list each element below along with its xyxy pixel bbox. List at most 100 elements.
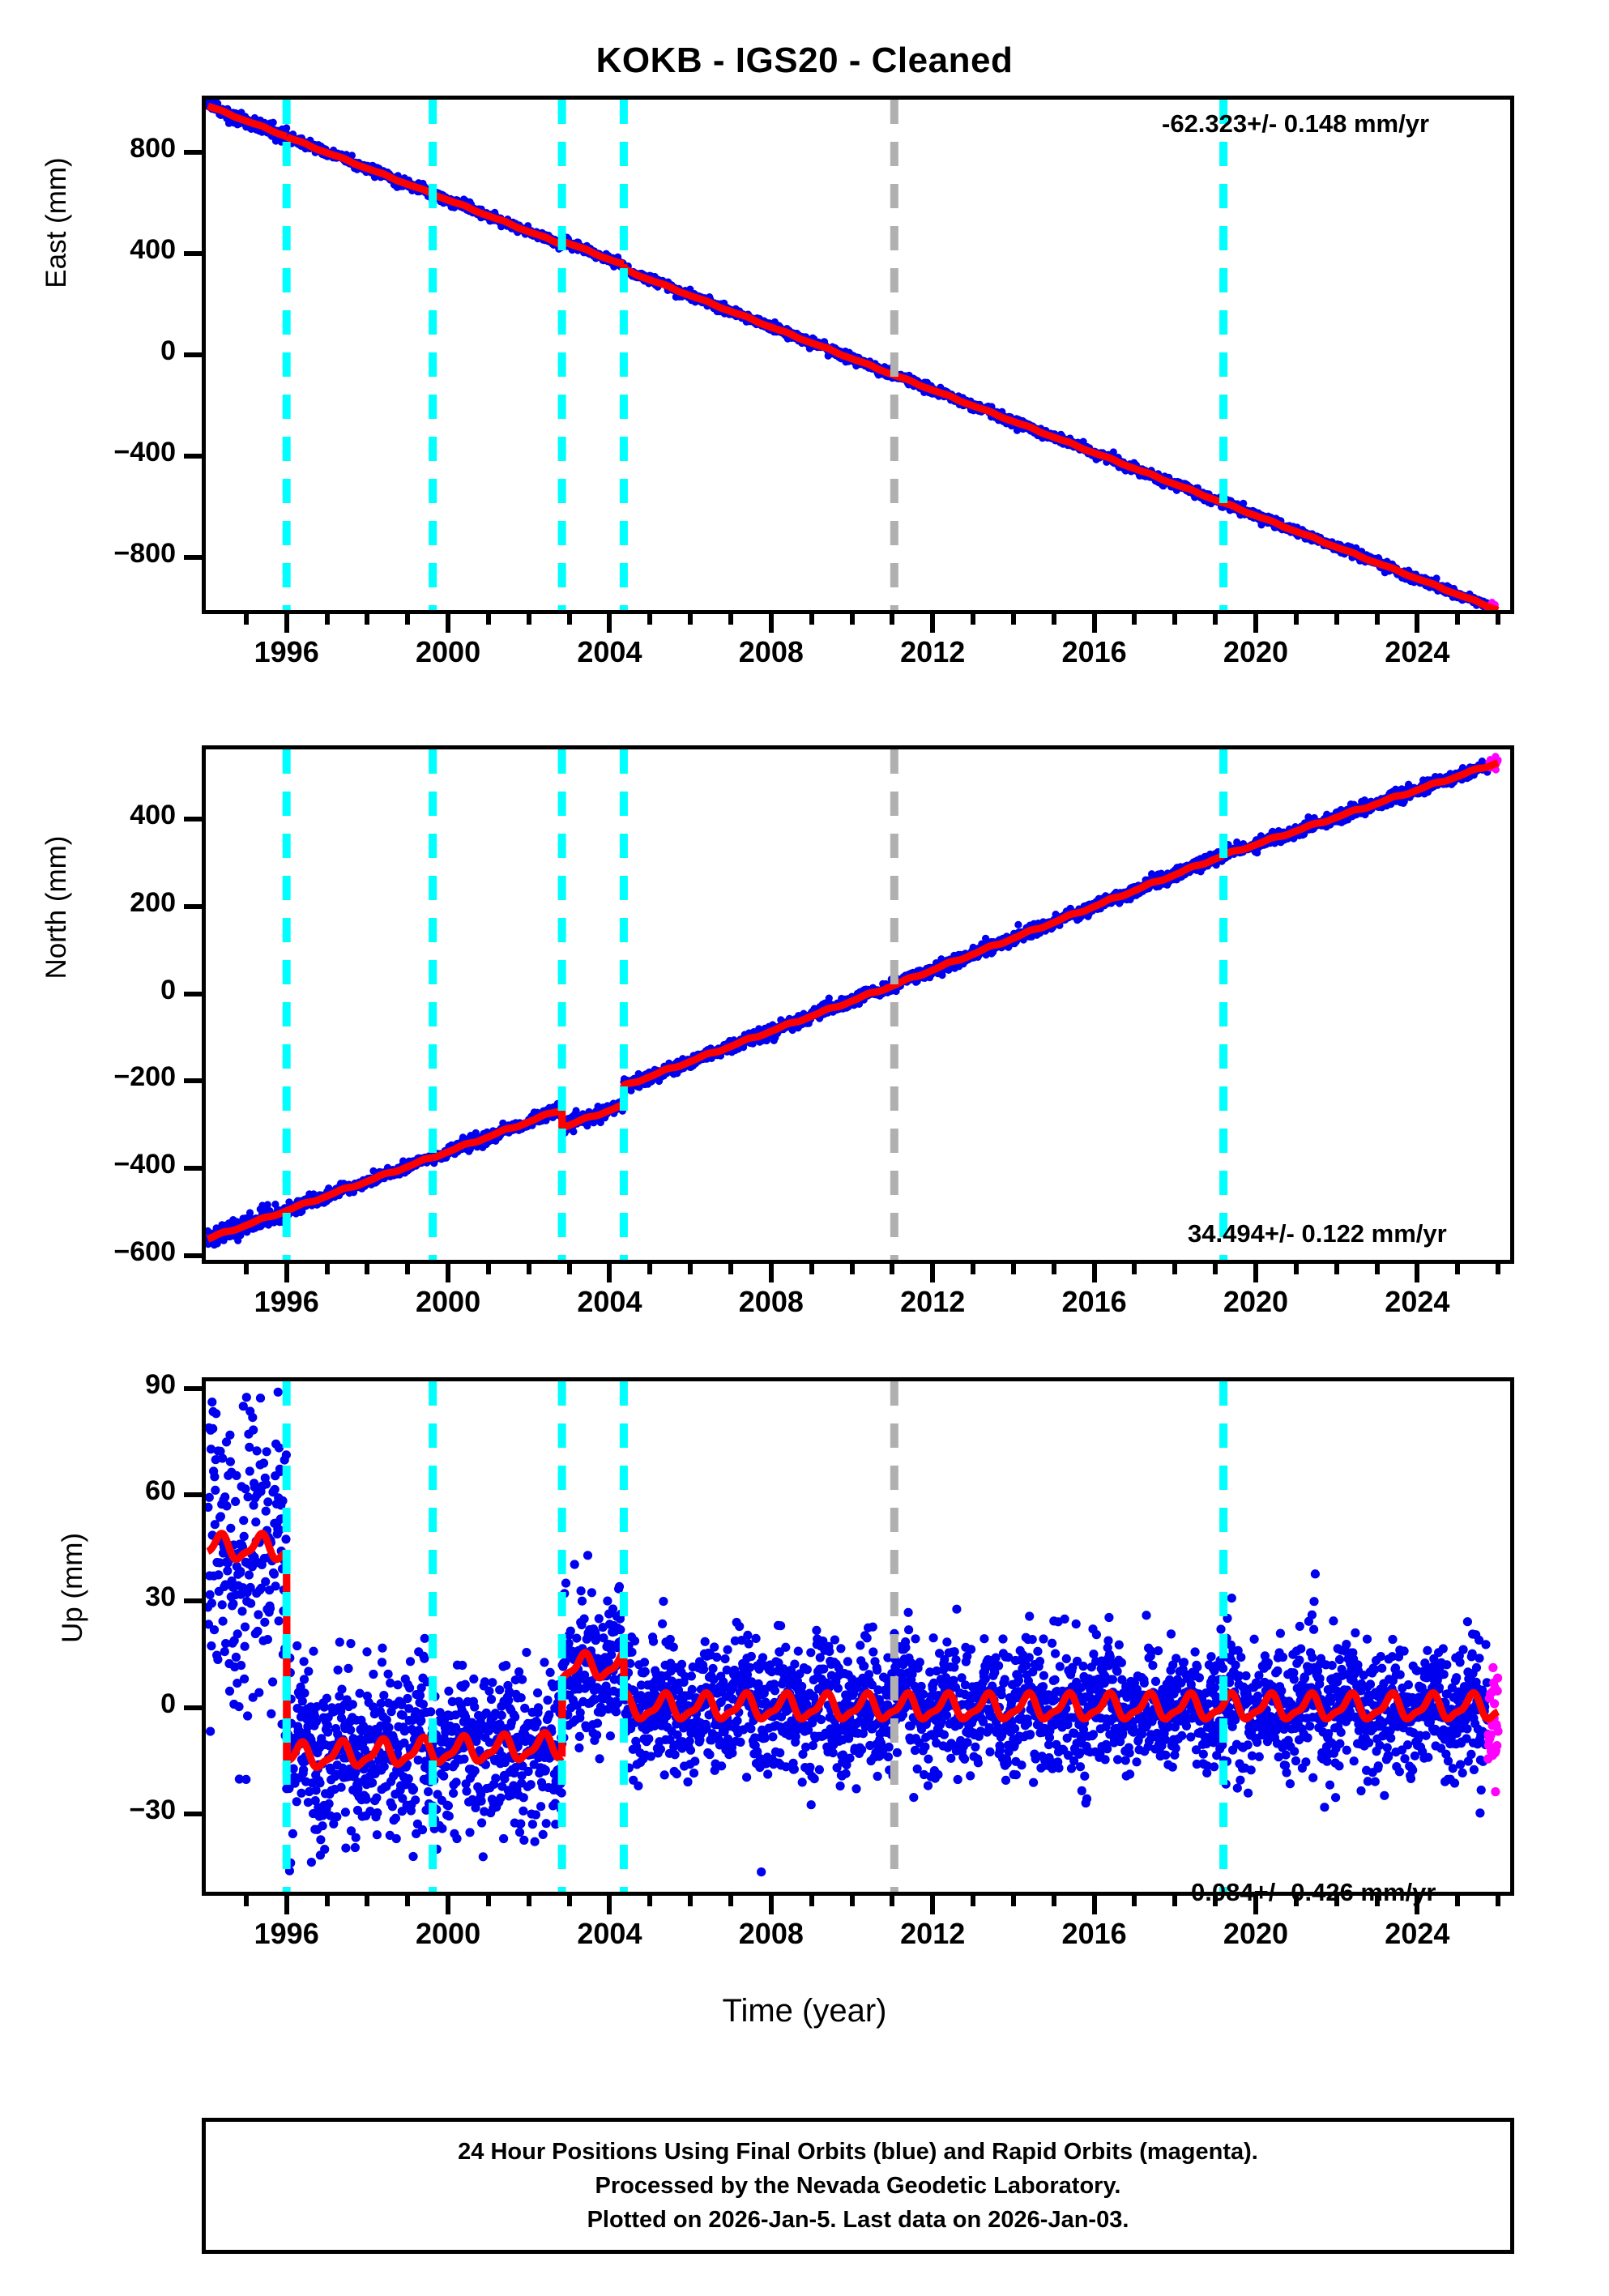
xtick-mark-major [284, 1892, 289, 1914]
ytick-label: −600 [0, 1236, 176, 1268]
xtick-mark-major [1092, 1892, 1097, 1914]
xtick-label: 2024 [1328, 1285, 1506, 1319]
xtick-label: 2012 [843, 635, 1022, 669]
ytick-label: −800 [0, 538, 176, 570]
ytick-label: −200 [0, 1061, 176, 1093]
xtick-mark-minor [486, 1892, 491, 1906]
xtick-label: 2020 [1167, 1285, 1345, 1319]
xtick-mark-minor [890, 1892, 894, 1906]
xtick-mark-major [1253, 610, 1258, 633]
xtick-label: 2020 [1167, 1917, 1345, 1951]
ytick-mark [184, 1078, 206, 1083]
xtick-mark-minor [1375, 1260, 1380, 1274]
xtick-label: 1996 [198, 1917, 376, 1951]
xtick-mark-major [1092, 610, 1097, 633]
ytick-label: −30 [0, 1795, 176, 1826]
ytick-mark [184, 150, 206, 155]
xtick-mark-minor [244, 1260, 249, 1274]
ytick-label: 60 [0, 1475, 176, 1507]
xtick-mark-minor [1011, 610, 1016, 625]
xtick-mark-minor [1052, 610, 1056, 625]
model-trend-line [287, 1158, 433, 1211]
xtick-label: 2004 [520, 635, 698, 669]
xtick-mark-minor [809, 1892, 814, 1906]
xtick-mark-minor [1455, 610, 1460, 625]
xtick-label: 2004 [520, 1285, 698, 1319]
xtick-mark-minor [405, 1892, 410, 1906]
xtick-mark-minor [325, 1892, 330, 1906]
xtick-label: 1996 [198, 1285, 376, 1319]
ytick-label: −400 [0, 1149, 176, 1180]
xtick-label: 2004 [520, 1917, 698, 1951]
xtick-mark-minor [527, 1892, 531, 1906]
xtick-mark-minor [647, 1892, 652, 1906]
xtick-label: 2024 [1328, 635, 1506, 669]
xtick-mark-minor [728, 1260, 733, 1274]
ytick-label: 400 [0, 800, 176, 831]
xtick-mark-minor [1052, 1260, 1056, 1274]
xtick-mark-major [446, 1260, 450, 1282]
model-trend-line [433, 194, 562, 245]
xtick-mark-minor [1132, 1892, 1137, 1906]
xtick-mark-minor [1011, 1260, 1016, 1274]
xaxis-label: Time (year) [602, 1993, 1007, 2029]
xtick-label: 2000 [359, 1917, 537, 1951]
ytick-mark [184, 1386, 206, 1391]
ytick-label: 0 [0, 335, 176, 367]
panel-north-rate-annotation: 34.494+/- 0.122 mm/yr [1188, 1219, 1447, 1248]
xtick-mark-minor [1213, 1892, 1218, 1906]
ytick-mark [184, 992, 206, 996]
panel-east-plot-frame [202, 96, 1514, 614]
xtick-mark-minor [1334, 610, 1339, 625]
model-trend-line [433, 1110, 562, 1158]
xtick-label: 2000 [359, 635, 537, 669]
xtick-mark-minor [527, 1260, 531, 1274]
ytick-label: 400 [0, 234, 176, 266]
xtick-mark-minor [850, 1892, 855, 1906]
xtick-mark-minor [567, 1260, 572, 1274]
xtick-mark-minor [1496, 1892, 1500, 1906]
xtick-mark-minor [365, 1892, 369, 1906]
xtick-mark-minor [1132, 1260, 1137, 1274]
xtick-mark-minor [971, 1892, 975, 1906]
xtick-mark-major [1253, 1260, 1258, 1282]
xtick-label: 2008 [682, 1917, 860, 1951]
xtick-mark-minor [1294, 1892, 1299, 1906]
panel-east-rate-annotation: -62.323+/- 0.148 mm/yr [1162, 109, 1429, 139]
ytick-mark [184, 817, 206, 822]
xtick-label: 2020 [1167, 635, 1345, 669]
panel-east-canvas [206, 100, 1510, 610]
xtick-mark-minor [325, 1260, 330, 1274]
xtick-mark-minor [1375, 1892, 1380, 1906]
ytick-mark [184, 1166, 206, 1171]
xtick-mark-minor [1334, 1260, 1339, 1274]
ytick-mark [184, 352, 206, 357]
xtick-mark-major [1415, 1260, 1419, 1282]
ytick-mark [184, 1253, 206, 1258]
xtick-mark-major [930, 1892, 935, 1914]
xtick-mark-major [930, 1260, 935, 1282]
ytick-label: 0 [0, 1688, 176, 1720]
caption-line-3: Plotted on 2026-Jan-5. Last data on 2026… [587, 2203, 1129, 2237]
xtick-mark-minor [1213, 610, 1218, 625]
xtick-mark-major [607, 1892, 612, 1914]
xtick-mark-major [1253, 1892, 1258, 1914]
xtick-mark-minor [365, 610, 369, 625]
panel-north-plot-frame [202, 745, 1514, 1264]
xtick-mark-minor [527, 610, 531, 625]
xtick-mark-minor [647, 1260, 652, 1274]
xtick-mark-minor [1375, 610, 1380, 625]
xtick-mark-minor [1455, 1892, 1460, 1906]
xtick-mark-minor [405, 610, 410, 625]
xtick-mark-minor [244, 1892, 249, 1906]
xtick-mark-major [284, 1260, 289, 1282]
ytick-mark [184, 555, 206, 560]
ytick-label: −400 [0, 437, 176, 468]
xtick-mark-minor [971, 610, 975, 625]
xtick-mark-minor [890, 1260, 894, 1274]
xtick-mark-minor [1172, 1260, 1177, 1274]
xtick-mark-minor [850, 1260, 855, 1274]
xtick-mark-minor [1496, 1260, 1500, 1274]
xtick-mark-minor [688, 1892, 693, 1906]
xtick-mark-minor [1294, 1260, 1299, 1274]
